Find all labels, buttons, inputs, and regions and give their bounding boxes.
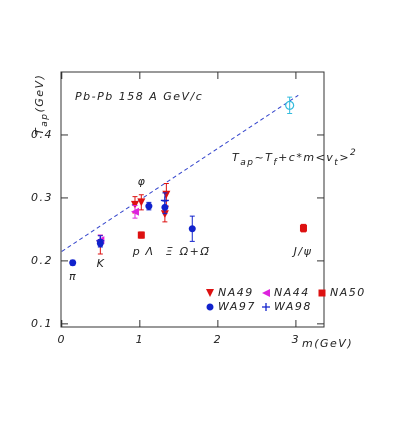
error-bar [287,96,293,115]
legend-swatch [318,289,326,297]
legend-swatch [262,289,270,297]
legend-swatch [262,303,270,311]
plot-frame [60,71,325,328]
x-tick-label: 1 [136,333,145,346]
legend-label: NA50 [330,286,366,299]
formula-annotation-part: T [232,151,240,164]
particle-label: π [69,270,77,283]
legend-label: NA44 [274,286,310,299]
formula-annotation-part: ap [240,158,254,168]
formula-annotation: Tap~Tf+c*m<vt>2 [232,148,357,168]
point [160,210,169,219]
point [137,198,146,207]
chart-title: Pb-Pb 158 A GeV/c [75,90,203,103]
particle-label: J/ψ [292,245,313,258]
point [285,100,295,110]
legend-swatch [206,289,214,297]
point [137,231,145,239]
legend-label: NA49 [218,286,254,299]
point [299,224,307,232]
particle-label: p [132,245,141,258]
fit-line [61,94,299,252]
point [145,202,153,210]
formula-annotation-part: f [273,158,278,168]
point [130,200,139,209]
point [162,190,171,199]
x-tick-label: 2 [214,333,223,346]
y-tick-label: 0.4 [31,128,53,141]
particle-label: Ξ [166,245,174,258]
particle-label: Λ [144,245,154,258]
formula-annotation-part: ~T [254,151,273,164]
point [188,225,196,233]
y-tick-label: 0.1 [31,317,53,330]
legend-swatch [206,303,214,311]
y-tick-label: 0.3 [31,191,53,204]
point [96,236,105,245]
y-axis-label: Tap(GeV) [33,74,50,135]
y-axis-label-part: (GeV) [33,74,46,113]
formula-annotation-part: +c*m<v [278,151,334,164]
x-tick-label: 3 [292,333,301,346]
legend-label: WA97 [218,300,256,313]
y-axis-label-part: ap [40,113,50,127]
point [69,259,77,267]
x-tick-label: 0 [58,333,67,346]
point [160,196,169,205]
x-axis-label: m(GeV) [302,337,353,350]
y-tick-label: 0.2 [31,254,53,267]
formula-annotation-part: > [339,151,350,164]
particle-label: Ω+Ω̄ [179,245,211,258]
particle-label: K [97,257,106,270]
formula-annotation-part: t [334,158,339,168]
y-axis-label-part: T [33,127,46,135]
point [130,207,139,216]
formula-annotation-part: 2 [350,148,357,158]
particle-label: φ [138,175,147,188]
legend-label: WA98 [274,300,312,313]
